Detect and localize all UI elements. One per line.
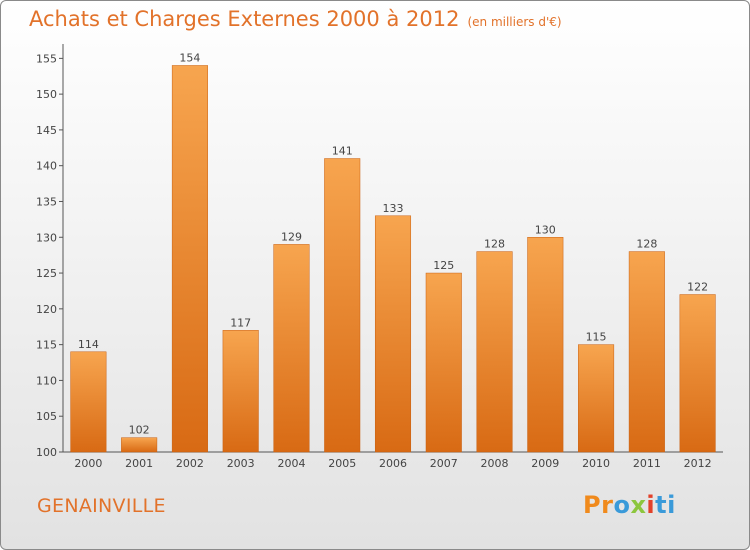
bar-value-label: 128: [484, 238, 505, 251]
bar: [324, 158, 361, 453]
x-tick-label: 2012: [684, 457, 712, 470]
chart-title-text: Achats et Charges Externes 2000 à 2012: [29, 7, 460, 31]
x-tick-label: 2004: [277, 457, 305, 470]
x-tick-label: 2002: [176, 457, 204, 470]
x-axis: 2000 2001 2002 2003 2004 2005 2006 2007 2008 2009…: [63, 451, 723, 470]
y-tick-label: 105: [36, 410, 57, 423]
bar: [171, 65, 208, 453]
x-tick-label: 2011: [633, 457, 661, 470]
bar: [121, 437, 158, 453]
y-tick-label: 145: [36, 124, 57, 137]
x-tick-label: 2000: [74, 457, 102, 470]
bar-value-label: 114: [78, 338, 99, 351]
logo-part-5: ti: [655, 491, 676, 519]
y-tick-label: 120: [36, 303, 57, 316]
x-tick-label: 2010: [582, 457, 610, 470]
logo-part-2: o: [613, 491, 631, 519]
logo-part-3: x: [630, 491, 647, 519]
logo-part-1: Pr: [583, 491, 614, 519]
y-tick-label: 150: [36, 88, 57, 101]
y-axis: 100 105 110 115 120 125 130 135 140 145 150 155: [36, 44, 64, 459]
y-tick-label: 125: [36, 267, 57, 280]
bar-value-label: 125: [433, 259, 454, 272]
bar: [374, 215, 412, 453]
bar-value-label: 117: [230, 316, 251, 329]
y-tick-label: 155: [36, 52, 57, 65]
y-tick-label: 115: [36, 339, 57, 352]
bar: [222, 330, 259, 453]
x-tick-label: 2009: [531, 457, 559, 470]
y-tick-label: 135: [36, 195, 57, 208]
bar-value-label: 133: [383, 202, 404, 215]
bar: [527, 237, 564, 453]
bar-value-label: 154: [179, 51, 200, 64]
x-tick-label: 2001: [125, 457, 153, 470]
bar-value-label: 141: [332, 145, 353, 158]
bar: [70, 351, 107, 453]
chart-unit-label: (en milliers d'€): [467, 15, 562, 29]
x-tick-label: 2005: [328, 457, 356, 470]
bar-value-label: 115: [586, 331, 607, 344]
bars: 114 102 154 117 129 141 133 125 128 130 115 128 122: [70, 51, 716, 453]
x-tick-label: 2007: [430, 457, 458, 470]
x-tick-label: 2006: [379, 457, 407, 470]
commune-name: GENAINVILLE: [37, 495, 166, 517]
bar: [425, 272, 462, 453]
bar: [628, 251, 665, 453]
bar-value-label: 129: [281, 230, 302, 243]
proxiti-logo: Proxiti: [583, 491, 676, 519]
bar-value-label: 128: [636, 238, 657, 251]
bar: [578, 344, 615, 453]
y-tick-label: 130: [36, 231, 57, 244]
bar-value-label: 122: [687, 281, 708, 294]
y-tick-label: 140: [36, 160, 57, 173]
bar: [679, 294, 716, 453]
logo-part-4: i: [646, 491, 656, 519]
x-tick-label: 2008: [481, 457, 509, 470]
chart-title: Achats et Charges Externes 2000 à 2012 (e…: [29, 7, 562, 31]
y-tick-label: 100: [36, 446, 57, 459]
y-tick-label: 110: [36, 374, 57, 387]
x-tick-label: 2003: [227, 457, 255, 470]
bar: [273, 244, 310, 453]
bar-value-label: 102: [129, 424, 150, 437]
bar: [476, 251, 513, 453]
bar-value-label: 130: [535, 223, 556, 236]
